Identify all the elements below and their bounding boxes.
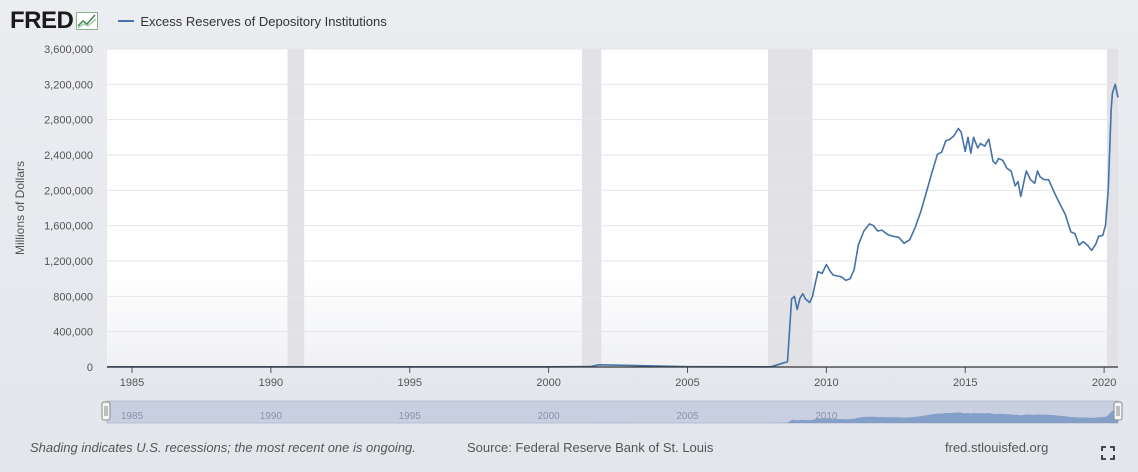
recession-band-3 [1106,49,1118,367]
legend-swatch [118,20,135,22]
range-navigator[interactable]: 1985 1990 1995 2000 2005 2010 [101,400,1123,424]
series-line-0 [107,83,1119,368]
navigator-left-handle[interactable] [101,401,111,421]
y-tick-label: 800,000 [53,291,93,303]
navigator-label: 2000 [537,411,560,422]
recession-band-0 [287,49,305,367]
y-axis-title: Millions of Dollars [13,161,27,255]
x-tick-label: 1985 [120,377,144,389]
x-tick-label: 1990 [259,377,283,389]
y-tick-label: 2,000,000 [44,185,93,197]
source-url[interactable]: fred.stlouisfed.org [945,440,1049,455]
x-tick-label: 2015 [953,377,977,389]
legend-label[interactable]: Excess Reserves of Depository Institutio… [140,13,387,29]
gridlines [107,48,1118,333]
navigator-label: 2005 [676,411,699,422]
legend[interactable]: Excess Reserves of Depository Institutio… [118,13,387,29]
plot-area [107,49,1118,367]
fred-chart-icon [76,12,99,30]
x-tick-label: 2000 [536,377,560,389]
chart-header: FRED Excess Reserves of Depository Insti… [10,6,387,36]
x-tick-label: 2005 [675,377,699,389]
navigator-label: 1990 [260,411,283,422]
recession-shading [287,49,1118,367]
y-tick-label: 2,800,000 [44,115,93,127]
x-tick-label: 1995 [398,377,422,389]
source-note: Source: Federal Reserve Bank of St. Loui… [467,440,714,455]
recession-band-1 [581,49,602,367]
navigator-label: 1995 [399,411,422,422]
y-tick-label: 3,600,000 [44,44,93,56]
y-tick-label: 1,200,000 [44,256,93,268]
recession-note: Shading indicates U.S. recessions; the m… [30,440,416,455]
y-tick-label: 3,200,000 [44,79,93,91]
y-tick-label: 1,600,000 [44,221,93,233]
y-tick-label: 0 [87,362,93,374]
navigator-series-area [107,410,1118,423]
fullscreen-icon[interactable] [1101,446,1115,460]
navigator-labels: 1985 1990 1995 2000 2005 2010 [121,411,838,422]
navigator-right-handle[interactable] [1113,401,1123,421]
y-tick-label: 2,400,000 [44,150,93,162]
y-axis-ticks: 0 400,000 800,000 1,200,000 1,600,000 2,000,0… [44,44,93,374]
x-tick-label: 2010 [814,377,838,389]
navigator-label: 2010 [815,411,838,422]
x-axis-ticks: 1985 1990 1995 2000 2005 2010 2015 2020 [120,367,1116,389]
series-layer [107,83,1119,368]
y-tick-label: 400,000 [53,327,93,339]
navigator-label: 1985 [121,411,144,422]
fred-logo[interactable]: FRED [10,7,74,34]
x-tick-label: 2020 [1092,377,1116,389]
